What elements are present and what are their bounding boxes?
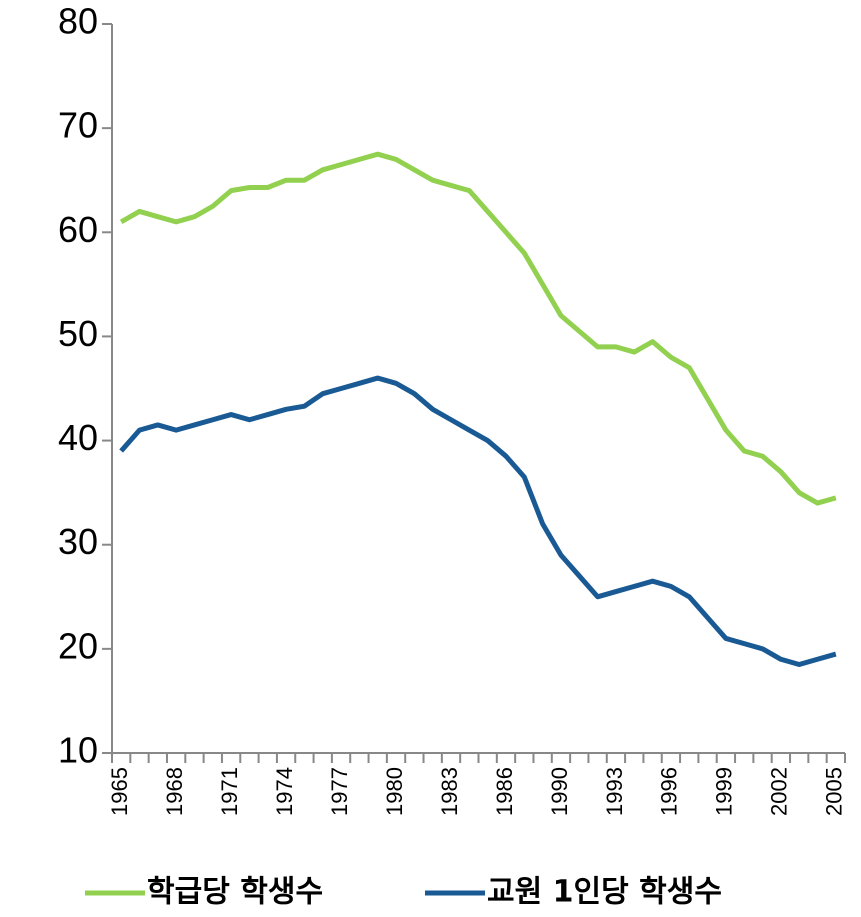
x-tick-label: 1977 — [327, 767, 352, 816]
line-series — [119, 375, 837, 667]
x-tick-label: 1968 — [162, 767, 187, 816]
y-tick-label: 60 — [58, 209, 98, 250]
line-series — [119, 151, 837, 506]
y-tick-label: 70 — [58, 105, 98, 146]
x-tick-label: 1990 — [547, 767, 572, 816]
x-tick-label: 1983 — [437, 767, 462, 816]
y-tick-label: 10 — [58, 730, 98, 771]
y-tick-label: 20 — [58, 625, 98, 666]
x-tick-label: 1974 — [272, 767, 297, 816]
legend-label: 교원 1인당 학생수 — [487, 875, 722, 910]
y-tick-label: 40 — [58, 417, 98, 458]
x-tick-label: 1980 — [382, 767, 407, 816]
x-tick-label: 2005 — [822, 767, 847, 816]
x-tick-label: 1993 — [602, 767, 627, 816]
x-tick-label: 1971 — [217, 767, 242, 816]
x-tick-label: 1965 — [107, 767, 132, 816]
y-tick-label: 80 — [58, 1, 98, 42]
x-tick-label: 2002 — [767, 767, 792, 816]
x-tick-label: 1986 — [492, 767, 517, 816]
legend-label: 학급당 학생수 — [147, 875, 323, 910]
y-tick-label: 30 — [58, 521, 98, 562]
x-tick-label: 1999 — [712, 767, 737, 816]
y-tick-label: 50 — [58, 313, 98, 354]
x-tick-label: 1996 — [657, 767, 682, 816]
